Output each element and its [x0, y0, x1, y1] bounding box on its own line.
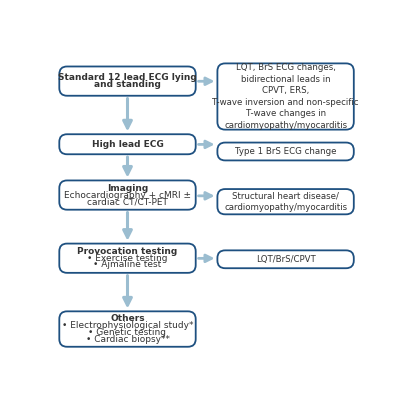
FancyBboxPatch shape	[59, 180, 196, 210]
FancyBboxPatch shape	[218, 142, 354, 160]
FancyBboxPatch shape	[218, 189, 354, 214]
Text: Type 1 BrS ECG change: Type 1 BrS ECG change	[235, 147, 336, 156]
FancyBboxPatch shape	[59, 134, 196, 154]
Text: • Cardiac biopsy**: • Cardiac biopsy**	[86, 335, 170, 344]
FancyBboxPatch shape	[59, 311, 196, 347]
FancyBboxPatch shape	[218, 250, 354, 268]
Text: • Electrophysiological study*: • Electrophysiological study*	[62, 321, 193, 330]
Text: Others: Others	[110, 314, 145, 323]
FancyBboxPatch shape	[59, 244, 196, 273]
Text: cardiac CT/CT-PET: cardiac CT/CT-PET	[87, 197, 168, 206]
Text: • Genetic testing: • Genetic testing	[88, 328, 166, 337]
Text: LQT/BrS/CPVT: LQT/BrS/CPVT	[256, 255, 316, 264]
Text: Provocation testing: Provocation testing	[77, 247, 178, 256]
Text: Structural heart disease/
cardiomyopathy/myocarditis: Structural heart disease/ cardiomyopathy…	[224, 192, 347, 212]
FancyBboxPatch shape	[59, 66, 196, 96]
Text: and standing: and standing	[94, 80, 161, 89]
Text: High lead ECG: High lead ECG	[92, 140, 163, 149]
Text: Echocardiography + cMRI ±: Echocardiography + cMRI ±	[64, 190, 191, 200]
Text: • Ajmaline test: • Ajmaline test	[93, 260, 162, 270]
Text: Standard 12 lead ECG lying: Standard 12 lead ECG lying	[58, 73, 197, 82]
Text: Imaging: Imaging	[107, 184, 148, 193]
FancyBboxPatch shape	[218, 64, 354, 130]
Text: LQT, BrS ECG changes,
bidirectional leads in
CPVT, ERS,
T-wave inversion and non: LQT, BrS ECG changes, bidirectional lead…	[212, 63, 359, 130]
Text: • Exercise testing: • Exercise testing	[87, 254, 168, 263]
